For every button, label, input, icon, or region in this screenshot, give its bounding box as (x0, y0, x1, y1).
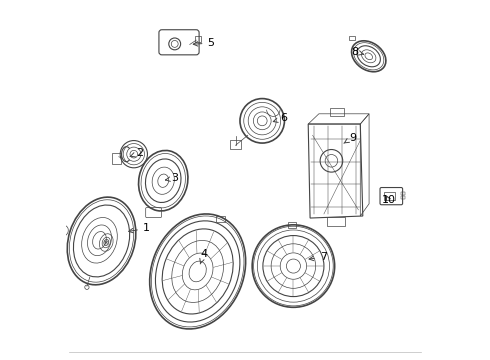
Bar (230, 140, 241, 149)
Bar (112, 153, 121, 164)
Bar (401, 197, 405, 199)
Bar (216, 216, 225, 222)
Bar (327, 217, 344, 226)
Text: 10: 10 (381, 195, 395, 205)
Text: 5: 5 (193, 38, 215, 48)
Text: 4: 4 (200, 248, 207, 264)
Text: 7: 7 (309, 252, 327, 262)
Text: 3: 3 (166, 173, 178, 183)
Text: 1: 1 (129, 224, 150, 233)
Bar (195, 36, 200, 42)
Bar (288, 222, 296, 228)
Text: 9: 9 (344, 133, 356, 143)
Bar (385, 192, 395, 201)
Text: 8: 8 (351, 46, 364, 57)
Text: 6: 6 (273, 113, 287, 123)
Bar (349, 36, 355, 40)
Text: 2: 2 (130, 148, 143, 158)
Bar (330, 108, 344, 116)
Bar (401, 192, 405, 195)
